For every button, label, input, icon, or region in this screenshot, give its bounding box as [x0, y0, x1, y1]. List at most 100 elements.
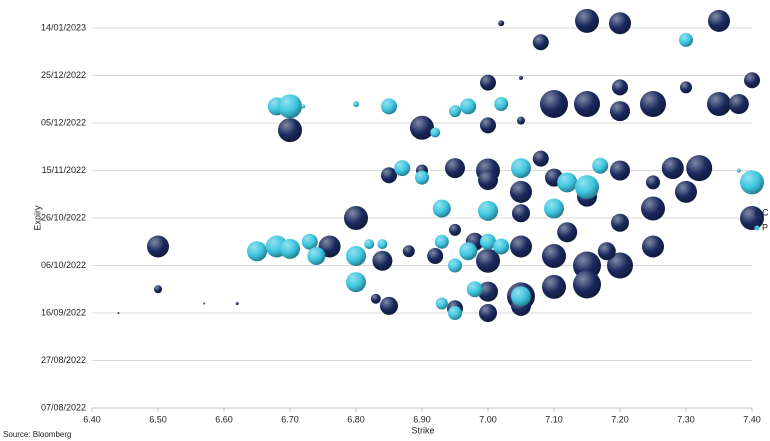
bubble: [661, 157, 684, 180]
bubble: [480, 117, 496, 134]
bubble: [346, 246, 366, 266]
y-tick-label: 25/12/2022: [41, 70, 86, 80]
bubble: [301, 233, 318, 250]
bubble: [532, 150, 549, 167]
bubble: [493, 238, 510, 255]
bubble: [377, 239, 388, 250]
bubble: [415, 170, 429, 185]
bubble: [346, 272, 366, 293]
bubble: [708, 9, 730, 32]
y-tick-label: 06/10/2022: [41, 260, 86, 270]
bubble: [278, 118, 302, 143]
bubble: [307, 247, 326, 265]
bubble: [610, 160, 630, 181]
bubble: [728, 94, 749, 114]
bubble: [680, 81, 692, 94]
bubble: [574, 91, 600, 117]
y-tick-label: 05/12/2022: [41, 117, 86, 127]
bubble: [430, 127, 441, 138]
bubble: [466, 281, 483, 298]
legend-marker: [754, 225, 760, 231]
bubble: [449, 105, 461, 118]
bubble: [410, 115, 434, 140]
x-axis-label: Strike: [411, 425, 434, 435]
bubble: [557, 172, 578, 193]
bubble: [460, 98, 477, 115]
y-tick-label: 27/08/2022: [41, 355, 86, 365]
bubble: [592, 157, 609, 174]
y-tick-label: 26/10/2022: [41, 212, 86, 222]
bubble: [280, 238, 300, 259]
bubble: [609, 12, 631, 35]
bubble: [517, 116, 525, 125]
bubble: [154, 285, 162, 294]
bubble: [344, 206, 368, 230]
bubble: [353, 101, 359, 107]
bubble: [117, 312, 120, 314]
y-tick-label: 07/08/2022: [41, 402, 86, 412]
bubble: [511, 286, 531, 307]
legend-marker: [754, 210, 760, 216]
bubble: [445, 158, 465, 179]
bubble: [301, 104, 306, 109]
bubble: [744, 72, 760, 89]
bubble: [494, 97, 509, 111]
bubble: [679, 32, 693, 47]
bubble: [498, 20, 505, 27]
bubble: [459, 242, 478, 261]
bubble: [540, 90, 568, 118]
bubble: [686, 155, 713, 182]
bubble: [610, 101, 630, 122]
bubble: [597, 242, 616, 261]
bubble: [478, 170, 498, 190]
bubble: [381, 98, 397, 115]
bubble: [575, 8, 599, 33]
x-tick-label: 6.60: [215, 414, 233, 424]
bubble: [476, 248, 500, 273]
y-tick-label: 15/11/2022: [42, 165, 86, 175]
bubble: [642, 235, 664, 258]
bubble: [427, 248, 444, 264]
bubble: [740, 206, 764, 230]
bubble: [448, 306, 462, 320]
bubble: [707, 92, 731, 116]
bubble: [247, 241, 267, 262]
bubble: [511, 158, 531, 179]
bubble: [448, 258, 462, 273]
bubble: [607, 252, 633, 279]
bubble: [478, 281, 498, 302]
y-axis-label: Expiry: [32, 205, 42, 231]
bubble: [646, 175, 660, 190]
bubble: [478, 200, 498, 221]
legend-label: P: [762, 222, 768, 232]
bubble: [278, 94, 302, 119]
x-tick-label: 7.00: [479, 414, 497, 424]
bubble: [480, 233, 496, 250]
bubble: [532, 34, 549, 51]
bubble: [519, 75, 523, 80]
bubble: [510, 180, 532, 203]
bubble: [147, 235, 169, 258]
bubble: [203, 302, 206, 305]
bubble: [370, 293, 381, 304]
bubble: [381, 167, 397, 184]
bubble: [372, 250, 393, 271]
legend-label: C: [762, 207, 769, 217]
bubble: [394, 160, 411, 177]
bubble: [544, 198, 564, 219]
bubble: [557, 222, 578, 243]
x-tick-label: 7.40: [743, 414, 761, 424]
bubble: [435, 297, 448, 310]
x-tick-label: 6.70: [281, 414, 299, 424]
bubble: [542, 244, 566, 268]
bubble: [512, 204, 530, 223]
bubble: [640, 91, 666, 117]
bubble: [479, 304, 497, 322]
bubble: [402, 245, 415, 258]
bubble: [736, 168, 741, 173]
x-tick-label: 6.90: [413, 414, 431, 424]
bubble: [235, 302, 239, 305]
bubble: [380, 296, 398, 315]
bubble: [480, 74, 496, 91]
